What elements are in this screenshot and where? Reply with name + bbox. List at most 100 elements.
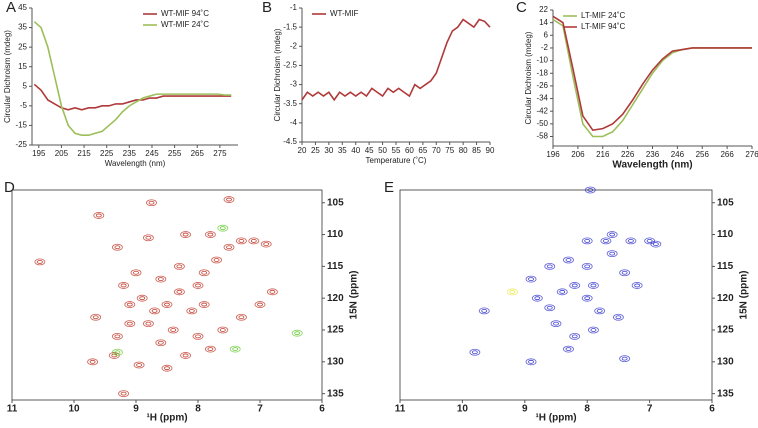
x-tick-label: 206 [571,150,585,159]
peak-contour [126,321,133,326]
peak [146,199,157,207]
y-tick-label: -42 [536,106,548,115]
x-tick-label: 216 [596,150,610,159]
y-tick-label: -3.5 [283,99,297,108]
peak-contour [170,328,177,332]
y-axis-label: Circular Dichroism (mdeg) [273,28,282,121]
x-tick-label: 255 [168,149,182,158]
peak-contour [590,328,597,332]
y-tick-label: 115 [717,261,734,272]
peak [625,237,637,245]
x-tick-label: 10 [68,404,80,415]
peak-contour [553,321,559,326]
peak-contour [565,258,572,262]
peak-contour [207,347,214,351]
peak [124,320,136,328]
peak-contour [213,258,220,262]
peak [198,301,210,308]
peak-contour [188,309,195,313]
y-axis-label: Circular Dichroism (mdeg) [524,31,533,124]
y-tick-label: -2.5 [283,61,297,70]
peak [563,345,574,353]
x-axis-label: ¹H (ppm) [146,413,187,424]
x-tick-label: 205 [55,149,69,158]
y-tick-label: 35 [18,23,27,32]
y-axis-label: 15N (ppm) [349,271,360,320]
y-tick-label: 120 [717,293,734,304]
peak-contour [157,340,164,345]
panel-label: A [6,0,16,16]
y-tick-label: 130 [327,356,344,367]
peak [644,237,655,245]
peak [248,237,260,245]
peak-contour [195,283,201,288]
peak [550,320,562,328]
peak-contour [176,264,183,269]
peak [167,326,179,334]
x-tick-label: 65 [418,146,427,155]
y-tick-label: 125 [327,325,344,336]
peak [588,282,599,289]
peak [161,301,173,308]
peak-contour [201,270,208,275]
peak-contour [471,350,478,355]
peak [155,275,167,283]
peak [606,231,618,238]
peak-contour [609,251,616,256]
peak-contour [546,305,553,310]
peak [87,358,98,366]
peak [204,345,216,353]
x-tick-label: 275 [213,149,227,158]
peak-contour [126,302,133,307]
x-tick-label: 256 [696,150,710,159]
y-tick-label: -50 [536,119,548,128]
peak [180,231,192,238]
peak-contour [584,239,591,243]
peak [180,352,192,359]
peak [600,237,612,245]
x-tick-label: 265 [191,149,205,158]
y-tick-label: -34 [536,94,548,103]
peak [124,301,136,308]
peak [235,313,247,321]
y-tick-label: -4.5 [283,137,297,146]
peak-contour [238,315,245,320]
data-line [301,18,491,102]
x-tick-label: 35 [338,146,347,155]
x-tick-label: 225 [100,149,114,158]
peak-contour [95,213,102,218]
panel-label: D [4,179,15,196]
x-tick-label: 45 [365,146,374,155]
peak [211,256,223,264]
peak-contour [584,296,591,301]
peak [260,240,272,248]
x-tick-label: 7 [257,404,263,415]
peak [130,269,142,277]
y-tick-label: 135 [717,388,734,399]
x-tick-label: 8 [195,404,201,415]
peak [506,288,518,296]
peak-contour [92,315,99,320]
x-tick-label: 80 [459,146,468,155]
y-tick-label: -25 [15,140,27,149]
y-tick-label: -15 [15,121,27,130]
peak [581,262,593,270]
peak [223,196,235,203]
y-tick-label: 5 [23,81,28,90]
y-axis-label: 15N (ppm) [739,271,750,320]
y-tick-label: -18 [536,68,548,77]
x-tick-label: 70 [432,146,441,155]
data-line [552,18,752,138]
x-tick-label: 6 [709,404,715,415]
peak [606,250,618,258]
peak [569,332,581,340]
x-tick-label: 50 [378,146,387,155]
peak-contour [571,283,578,288]
peak [149,307,161,315]
y-tick-label: 25 [18,42,27,51]
peak-contour [207,232,214,237]
y-tick-label: -1 [290,3,298,12]
peak-contour [615,315,622,320]
peak-contour [182,353,189,358]
